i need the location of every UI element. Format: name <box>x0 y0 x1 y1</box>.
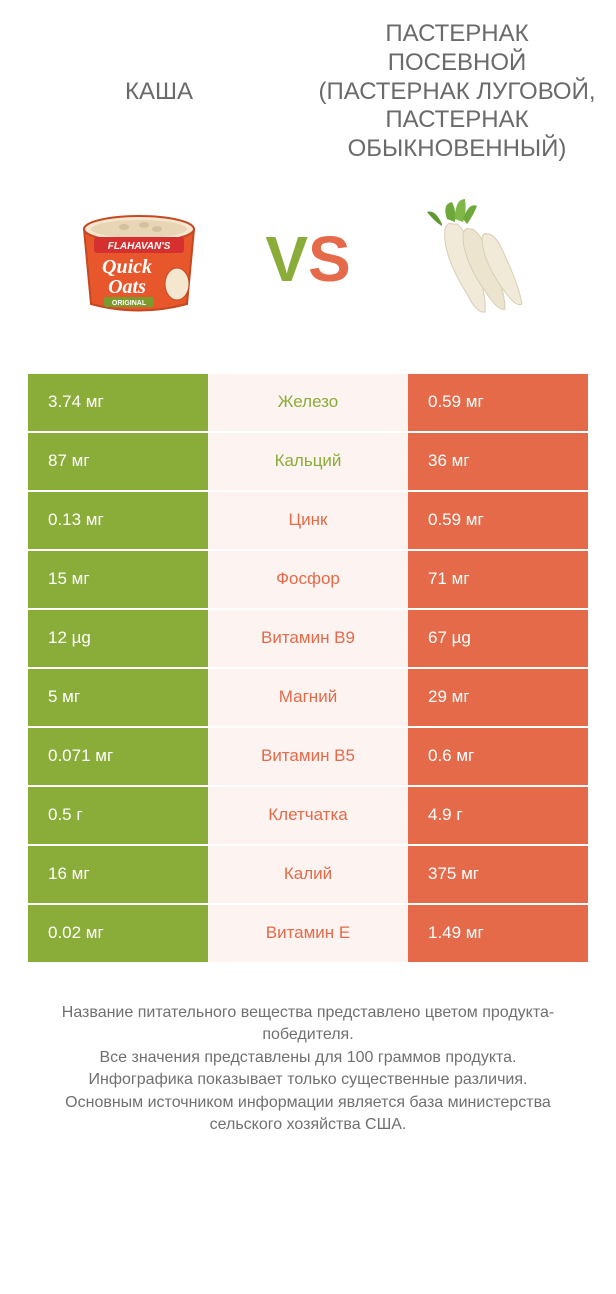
footer-line: Название питательного вещества представл… <box>28 1002 588 1047</box>
svg-text:ORIGINAL: ORIGINAL <box>112 300 147 307</box>
nutrient-name: Магний <box>208 669 408 726</box>
infographic-container: КАША ПАСТЕРНАК ПОСЕВНОЙ (ПАСТЕРНАК ЛУГОВ… <box>0 0 616 1294</box>
table-row: 0.02 мгВитамин E1.49 мг <box>28 905 588 962</box>
table-row: 12 µgВитамин B967 µg <box>28 610 588 667</box>
table-row: 87 мгКальций36 мг <box>28 433 588 490</box>
table-row: 0.071 мгВитамин B50.6 мг <box>28 728 588 785</box>
footer-line: Инфографика показывает только существенн… <box>28 1069 588 1091</box>
footer-text: Название питательного вещества представл… <box>28 1002 588 1136</box>
footer-line: Все значения представлены для 100 граммо… <box>28 1047 588 1069</box>
left-value: 15 мг <box>28 551 208 608</box>
left-image: FLAHAVAN'S Quick Oats ORIGINAL <box>30 184 248 334</box>
left-title: КАША <box>10 20 308 164</box>
left-value: 3.74 мг <box>28 374 208 431</box>
images-row: FLAHAVAN'S Quick Oats ORIGINAL VS <box>0 184 616 334</box>
right-value: 29 мг <box>408 669 588 726</box>
left-value: 0.13 мг <box>28 492 208 549</box>
left-value: 0.02 мг <box>28 905 208 962</box>
svg-text:FLAHAVAN'S: FLAHAVAN'S <box>108 241 171 252</box>
nutrient-name: Витамин E <box>208 905 408 962</box>
right-title: ПАСТЕРНАК ПОСЕВНОЙ (ПАСТЕРНАК ЛУГОВОЙ, П… <box>308 20 606 164</box>
nutrient-name: Витамин B5 <box>208 728 408 785</box>
right-value: 36 мг <box>408 433 588 490</box>
header-row: КАША ПАСТЕРНАК ПОСЕВНОЙ (ПАСТЕРНАК ЛУГОВ… <box>0 20 616 164</box>
nutrient-name: Калий <box>208 846 408 903</box>
right-value: 375 мг <box>408 846 588 903</box>
left-value: 12 µg <box>28 610 208 667</box>
nutrient-name: Цинк <box>208 492 408 549</box>
right-value: 0.6 мг <box>408 728 588 785</box>
right-value: 71 мг <box>408 551 588 608</box>
right-value: 4.9 г <box>408 787 588 844</box>
left-value: 0.071 мг <box>28 728 208 785</box>
table-row: 15 мгФосфор71 мг <box>28 551 588 608</box>
nutrient-name: Витамин B9 <box>208 610 408 667</box>
right-image <box>368 184 586 334</box>
nutrient-name: Фосфор <box>208 551 408 608</box>
table-row: 5 мгМагний29 мг <box>28 669 588 726</box>
nutrient-name: Клетчатка <box>208 787 408 844</box>
vs-cell: VS <box>248 222 368 296</box>
nutrient-name: Железо <box>208 374 408 431</box>
vs-s: S <box>308 223 351 295</box>
nutrition-table: 3.74 мгЖелезо0.59 мг87 мгКальций36 мг0.1… <box>28 374 588 962</box>
table-row: 0.13 мгЦинк0.59 мг <box>28 492 588 549</box>
nutrient-name: Кальций <box>208 433 408 490</box>
vs-v: V <box>265 223 308 295</box>
right-value: 67 µg <box>408 610 588 667</box>
svg-text:Oats: Oats <box>108 276 146 298</box>
right-value: 0.59 мг <box>408 374 588 431</box>
table-row: 16 мгКалий375 мг <box>28 846 588 903</box>
parsnip-icon <box>407 194 547 324</box>
left-value: 16 мг <box>28 846 208 903</box>
table-row: 0.5 гКлетчатка4.9 г <box>28 787 588 844</box>
left-value: 5 мг <box>28 669 208 726</box>
right-value: 0.59 мг <box>408 492 588 549</box>
oats-cup-icon: FLAHAVAN'S Quick Oats ORIGINAL <box>69 199 209 319</box>
right-value: 1.49 мг <box>408 905 588 962</box>
footer-line: Основным источником информации является … <box>28 1092 588 1137</box>
left-value: 87 мг <box>28 433 208 490</box>
svg-text:Quick: Quick <box>102 256 152 278</box>
table-row: 3.74 мгЖелезо0.59 мг <box>28 374 588 431</box>
left-value: 0.5 г <box>28 787 208 844</box>
